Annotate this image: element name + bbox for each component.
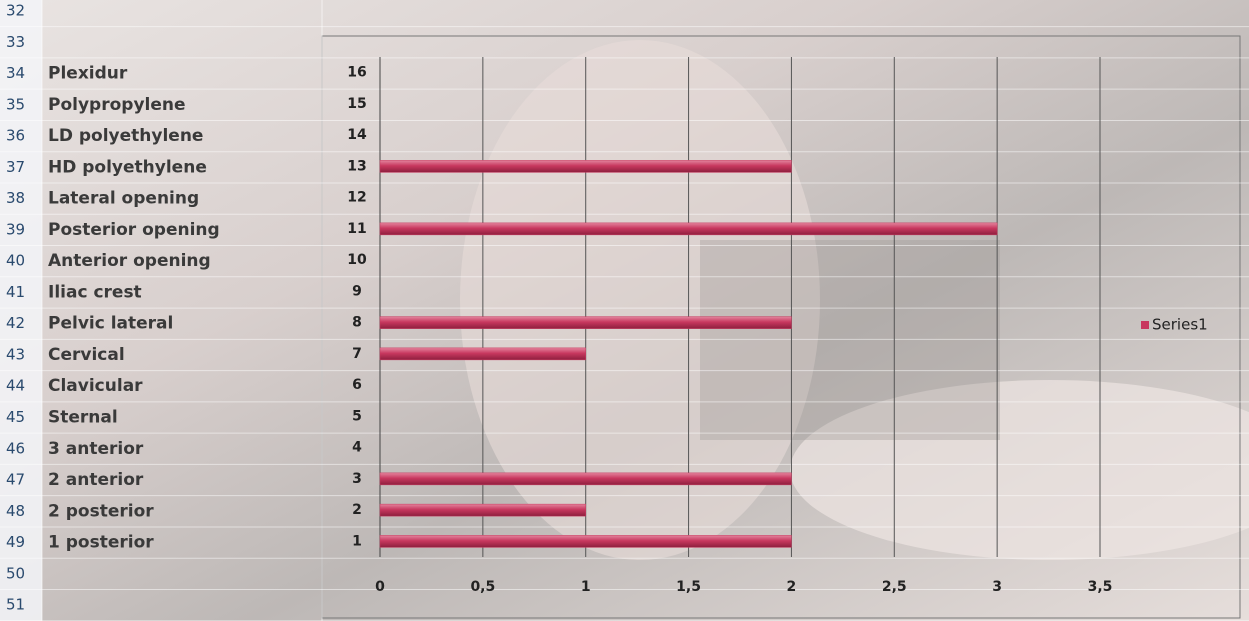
y-tick-label: 13	[347, 158, 366, 174]
row-number: 46	[6, 439, 25, 457]
bar	[379, 222, 998, 236]
row-number: 45	[6, 408, 25, 426]
row-number: 35	[6, 95, 25, 113]
y-tick-label: 12	[347, 190, 366, 206]
bar	[379, 347, 586, 361]
row-label: 3 anterior	[48, 439, 144, 459]
x-tick-label: 2	[787, 579, 797, 595]
photo-shape	[700, 240, 1000, 440]
y-tick-label: 4	[352, 440, 362, 456]
row-label: 1 posterior	[48, 533, 154, 553]
row-header-column	[0, 0, 42, 621]
bar	[379, 472, 792, 486]
x-tick-label: 0	[375, 579, 385, 595]
row-number: 51	[6, 596, 25, 614]
y-tick-label: 8	[352, 315, 362, 331]
row-label: Anterior opening	[48, 251, 211, 271]
y-tick-label: 14	[347, 127, 367, 143]
row-label: 2 posterior	[48, 501, 154, 521]
row-label: Iliac crest	[48, 282, 142, 302]
row-number: 42	[6, 314, 25, 332]
row-number: 38	[6, 189, 25, 207]
bar	[379, 535, 792, 548]
row-number: 44	[6, 377, 25, 395]
x-tick-label: 2,5	[882, 579, 907, 595]
row-label: HD polyethylene	[48, 157, 207, 177]
y-tick-label: 15	[347, 96, 366, 112]
row-number: 50	[6, 564, 25, 582]
row-number: 40	[6, 252, 25, 270]
bar	[379, 316, 792, 329]
y-tick-label: 10	[347, 252, 367, 268]
y-tick-label: 9	[352, 283, 362, 299]
row-number: 43	[6, 345, 25, 363]
row-label: Sternal	[48, 408, 118, 428]
y-tick-label: 1	[352, 533, 362, 549]
row-number: 32	[6, 2, 25, 20]
x-tick-label: 3	[992, 579, 1002, 595]
y-tick-label: 3	[352, 471, 362, 487]
photo-shape	[790, 380, 1249, 560]
y-tick-label: 5	[352, 408, 362, 424]
y-tick-label: 7	[352, 346, 362, 362]
y-tick-label: 16	[347, 65, 366, 81]
row-number: 39	[6, 220, 25, 238]
row-label: Posterior opening	[48, 220, 220, 240]
row-label: Pelvic lateral	[48, 314, 173, 334]
row-label: LD polyethylene	[48, 126, 203, 146]
y-tick-label: 2	[352, 502, 362, 518]
row-number: 41	[6, 283, 25, 301]
row-number: 49	[6, 533, 25, 551]
legend-label: Series1	[1152, 316, 1208, 334]
row-number: 34	[6, 64, 25, 82]
chart: 0 0,5 1 1,5 2 2,5 3 3,512345678910111213141516S…	[347, 57, 1208, 595]
row-number: 36	[6, 127, 25, 145]
x-tick-label: 1	[581, 579, 591, 595]
y-tick-label: 6	[352, 377, 362, 393]
row-number: 48	[6, 502, 25, 520]
row-number: 37	[6, 158, 25, 176]
row-label: 2 anterior	[48, 470, 144, 490]
legend-swatch	[1141, 321, 1149, 329]
x-tick-label: 1,5	[676, 579, 701, 595]
row-label: Lateral opening	[48, 189, 199, 209]
row-label: Cervical	[48, 345, 125, 365]
row-label: Clavicular	[48, 376, 143, 396]
x-tick-label: 0,5	[470, 579, 495, 595]
y-tick-label: 11	[347, 221, 366, 237]
row-number: 33	[6, 33, 25, 51]
row-number: 47	[6, 471, 25, 489]
x-tick-label: 3,5	[1088, 579, 1113, 595]
row-label: Plexidur	[48, 64, 128, 84]
row-label: Polypropylene	[48, 95, 186, 115]
bar	[379, 160, 792, 173]
bar	[379, 503, 586, 517]
